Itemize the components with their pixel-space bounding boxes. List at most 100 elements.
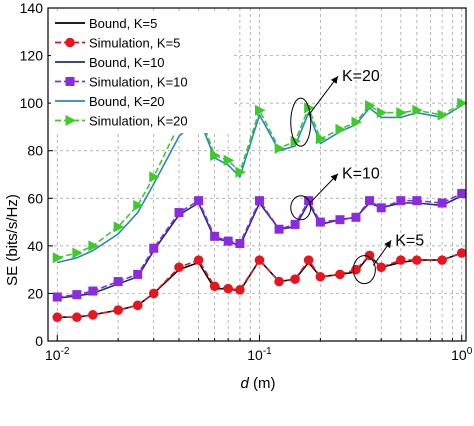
data-point: [315, 271, 326, 282]
data-point: [274, 224, 284, 234]
series-4: [52, 189, 467, 302]
annotation: K=10: [290, 166, 380, 221]
series-2: [52, 248, 467, 323]
annotation-ellipse: [352, 255, 376, 285]
y-tick-label: 60: [27, 190, 43, 206]
data-point: [72, 312, 82, 323]
data-point: [396, 107, 407, 119]
x-tick-label: 100: [451, 346, 473, 363]
legend-label: Simulation, K=5: [89, 36, 180, 51]
data-point: [290, 274, 300, 284]
data-point: [315, 217, 325, 227]
annotation-arrow-head: [330, 76, 338, 84]
x-tick-label: 10-1: [247, 346, 272, 363]
annotation-arrow-head: [330, 173, 338, 182]
y-tick-label: 120: [20, 48, 44, 64]
data-point: [304, 102, 315, 114]
data-point: [364, 250, 375, 261]
annotation-ellipse: [290, 97, 312, 147]
data-point: [376, 107, 388, 119]
annotation-layer: K=20 K=10 K=5: [290, 68, 424, 285]
data-point: [412, 196, 422, 206]
legend-marker: [65, 115, 76, 126]
data-point: [133, 269, 143, 279]
data-point: [174, 208, 184, 218]
data-point: [72, 247, 83, 259]
legend-label: Simulation, K=10: [89, 75, 188, 90]
annotation-arrow-line: [308, 173, 339, 205]
data-point: [456, 248, 467, 258]
data-point: [235, 238, 245, 248]
legend-item-2: Simulation, K=5: [55, 36, 180, 51]
data-point: [209, 281, 220, 292]
legend-item-3: Bound, K=10: [55, 55, 165, 70]
data-point: [412, 255, 422, 265]
data-point: [88, 240, 99, 252]
data-point: [88, 286, 98, 296]
data-point: [396, 196, 406, 206]
y-tick-label: 100: [20, 95, 44, 111]
data-point: [133, 199, 144, 211]
legend-label: Simulation, K=20: [89, 114, 188, 129]
data-point: [235, 166, 246, 178]
data-point: [223, 154, 235, 166]
annotation-arrow-head: [384, 240, 392, 249]
data-point: [396, 255, 406, 265]
data-point: [113, 221, 125, 233]
plot-frame: [47, 7, 467, 342]
data-point: [235, 285, 245, 295]
annotation-label: K=10: [342, 166, 380, 183]
data-point: [412, 104, 423, 116]
x-tick-label: 10-2: [45, 346, 70, 363]
data-point: [315, 133, 327, 145]
data-point: [335, 215, 345, 225]
data-point: [351, 264, 361, 275]
data-point: [88, 310, 98, 320]
x-axis-label-variable: d: [241, 375, 250, 392]
data-point: [290, 219, 300, 229]
y-tick-label: 80: [27, 143, 43, 159]
data-point: [194, 196, 204, 206]
data-point: [174, 262, 184, 273]
data-point: [223, 236, 233, 246]
data-point: [437, 109, 449, 121]
data-point: [351, 212, 361, 222]
y-tick-label: 40: [27, 238, 43, 254]
data-point: [113, 305, 123, 315]
data-point: [223, 283, 233, 294]
legend-item-6: Simulation, K=20: [55, 114, 188, 129]
series-5: [57, 104, 463, 264]
legend: Bound, K=5 Simulation, K=5 Bound, K=10 Simu…: [51, 12, 233, 133]
data-point: [132, 300, 143, 311]
data-point: [52, 292, 62, 302]
data-point: [193, 255, 204, 265]
y-axis-label: SE (bits/s/Hz): [4, 194, 21, 286]
annotation: K=5: [352, 232, 424, 285]
legend-label: Bound, K=5: [89, 16, 157, 31]
annotation: K=20: [290, 68, 380, 147]
axis-ticks: 0 20 40 60 80 100 120 140 10-2 10-1 100: [20, 0, 473, 363]
data-point: [149, 243, 159, 253]
legend-label: Bound, K=20: [89, 94, 165, 109]
data-point: [303, 255, 314, 265]
data-point: [113, 277, 123, 287]
series-line: [57, 104, 463, 264]
data-point: [335, 269, 345, 280]
data-point: [52, 312, 63, 323]
data-point: [210, 149, 221, 161]
data-point: [457, 189, 467, 199]
annotation-label: K=5: [395, 232, 424, 249]
y-tick-label: 140: [20, 0, 44, 16]
annotation-ellipse: [290, 195, 312, 221]
data-point: [52, 252, 64, 264]
data-point: [365, 196, 375, 206]
x-axis-label-unit: (m): [249, 375, 276, 392]
legend-background: [51, 12, 233, 133]
data-point: [274, 142, 286, 154]
y-tick-label: 20: [27, 285, 43, 301]
data-point: [457, 97, 468, 109]
data-point: [149, 171, 160, 183]
data-point: [376, 262, 387, 273]
